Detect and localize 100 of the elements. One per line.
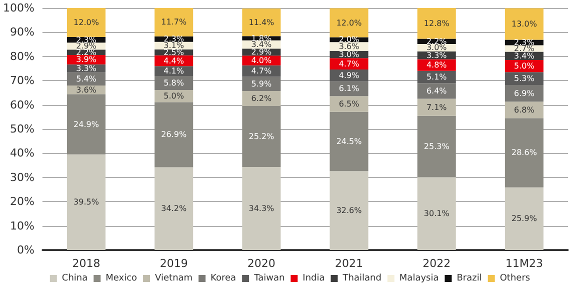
data-label: 5.3% (514, 74, 535, 84)
data-label: 2.9% (251, 48, 272, 57)
data-label: 3.6% (338, 42, 360, 51)
data-label: 3.3% (76, 64, 97, 73)
y-tick-label: 90% (10, 26, 34, 39)
data-label: 4.9% (338, 70, 360, 80)
data-label: 5.9% (251, 79, 272, 88)
bar (504, 187, 544, 250)
data-label: 11.7% (161, 18, 187, 27)
data-label: 3.9% (76, 55, 97, 64)
x-tick-label: 2020 (247, 257, 276, 270)
y-tick-label: 10% (10, 219, 34, 232)
bar (66, 154, 106, 250)
y-tick-label: 40% (10, 146, 34, 160)
data-label: 2.3% (514, 38, 535, 47)
bar (330, 58, 368, 70)
bar (417, 116, 456, 178)
data-label: 3.0% (338, 50, 360, 59)
bar (242, 76, 281, 92)
data-label: 2.0% (338, 35, 360, 44)
data-label: 3.4% (514, 51, 535, 60)
bar (330, 96, 368, 112)
bar (154, 167, 194, 250)
y-tick-label: 50% (10, 122, 34, 136)
bar (242, 8, 281, 36)
bar (330, 171, 368, 250)
data-label: 4.0% (251, 56, 272, 66)
legend-label: China (62, 274, 88, 284)
data-label: 12.8% (424, 18, 450, 28)
x-tick-label: 2021 (335, 257, 364, 270)
legend-label: Mexico (106, 274, 138, 284)
data-label: 2.3% (76, 35, 97, 44)
data-label: 3.1% (164, 41, 184, 50)
x-tick-label: 2022 (422, 257, 451, 270)
y-tick-label: 30% (10, 170, 34, 184)
data-label: 34.2% (161, 204, 187, 214)
data-label: 28.6% (511, 148, 538, 158)
legend-label: India (302, 274, 325, 284)
bar (417, 177, 456, 250)
y-tick-label: 0% (16, 244, 34, 256)
data-label: 3.0% (426, 43, 448, 52)
legend-label: Others (500, 274, 530, 284)
data-label: 2.2% (426, 36, 448, 46)
data-label: 25.9% (511, 214, 538, 224)
legend-label: Vietnam (155, 274, 193, 284)
data-label: 6.8% (514, 105, 535, 114)
x-tick-label: 2019 (160, 257, 188, 270)
data-label: 24.9% (74, 120, 100, 129)
y-tick-label: 20% (10, 195, 34, 208)
data-label: 3.4% (251, 40, 272, 50)
data-label: 12.0% (74, 18, 100, 28)
legend-label: Brazil (456, 274, 482, 284)
data-label: 4.7% (251, 66, 272, 76)
data-label: 1.8% (251, 34, 272, 43)
data-label: 26.9% (161, 130, 187, 140)
y-tick-label: 100% (2, 2, 34, 14)
x-tick-label: 11M23 (505, 257, 543, 270)
bar (504, 8, 544, 40)
data-label: 5.4% (76, 74, 97, 84)
x-tick-label: 2018 (72, 257, 100, 270)
data-label: 34.3% (248, 204, 275, 213)
bar (242, 106, 281, 167)
bar (330, 8, 368, 38)
data-label: 4.7% (338, 59, 360, 68)
bar (66, 94, 106, 154)
legend-label: Malaysia (399, 274, 439, 284)
bar (242, 166, 281, 250)
y-tick-label: 80% (10, 50, 34, 63)
legend-label: Taiwan (253, 274, 285, 284)
data-label: 11.4% (248, 18, 275, 27)
bar (417, 98, 456, 116)
y-tick-label: 60% (10, 98, 34, 112)
bar (504, 102, 544, 118)
data-label: 3.6% (76, 85, 97, 94)
data-label: 7.1% (426, 102, 448, 112)
data-label: 5.0% (514, 62, 535, 71)
data-label: 5.8% (164, 78, 184, 88)
bar (66, 8, 106, 38)
bar (417, 8, 456, 39)
data-label: 12.0% (336, 18, 362, 28)
data-label: 32.6% (336, 206, 362, 216)
data-label: 39.5% (74, 198, 100, 207)
data-label: 4.8% (426, 60, 448, 70)
data-label: 13.0% (511, 19, 538, 28)
data-label: 4.4% (164, 56, 184, 66)
bar (154, 8, 194, 36)
data-label: 6.1% (338, 84, 360, 94)
y-tick-label: 70% (10, 74, 34, 88)
data-label: 24.5% (336, 136, 362, 146)
legend-label: Thailand (342, 274, 382, 284)
data-label: 5.1% (426, 72, 448, 82)
bar (330, 112, 368, 172)
data-label: 6.4% (426, 86, 448, 96)
data-label: 6.9% (514, 88, 535, 98)
data-label: 2.5% (164, 48, 184, 57)
bar (417, 83, 456, 99)
data-label: 2.7% (514, 44, 535, 54)
bar (504, 118, 544, 188)
data-label: 5.0% (164, 92, 184, 101)
data-label: 6.2% (251, 94, 272, 104)
